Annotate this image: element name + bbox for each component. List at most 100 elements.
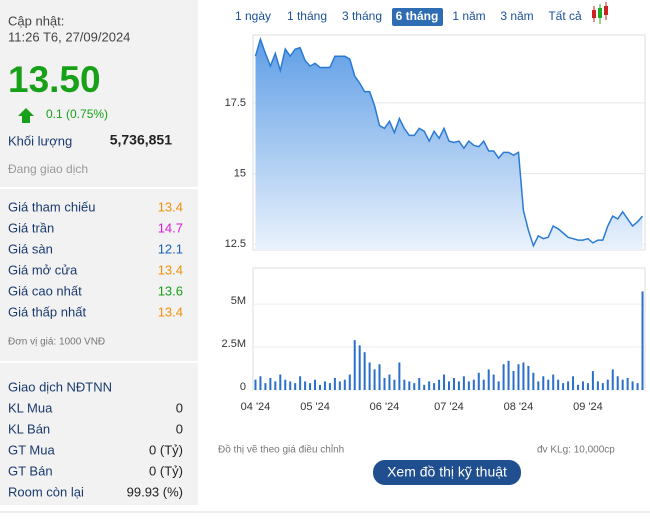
- range-tab[interactable]: 6 tháng: [392, 8, 443, 26]
- volume-bar: [572, 376, 575, 390]
- volume-bar: [418, 377, 421, 390]
- row-value: 0 (Tỷ): [149, 442, 183, 457]
- volume-bar: [358, 345, 361, 390]
- volume-bar: [552, 374, 555, 390]
- row-value: 0: [176, 400, 183, 415]
- button-bg: [373, 460, 521, 485]
- range-tab[interactable]: 3 tháng: [342, 9, 382, 23]
- volume-bar: [626, 377, 629, 390]
- volume-bar: [433, 383, 436, 390]
- updated-label: Cập nhật:: [8, 13, 64, 28]
- row-value: 13.6: [158, 283, 183, 298]
- volume-bar: [383, 377, 386, 390]
- range-tab[interactable]: 1 năm: [452, 9, 485, 23]
- volume-bar: [338, 381, 341, 390]
- volume-bar: [621, 379, 624, 390]
- volume-bar: [279, 374, 282, 390]
- footer-note: Đồ thị vẽ theo giá điều chỉnh: [218, 444, 344, 456]
- volume-bar: [259, 376, 262, 390]
- row-value: 13.4: [158, 262, 183, 277]
- row-label: Giá sàn: [8, 241, 53, 256]
- volume-bar: [448, 381, 450, 390]
- volume-bar: [577, 384, 580, 390]
- volume-bar: [601, 383, 604, 390]
- volume-bar: [487, 369, 490, 390]
- volume-plot-frame: [252, 267, 646, 391]
- volume-bar: [472, 379, 475, 390]
- updated-time: 11:26 T6, 27/09/2024: [8, 29, 130, 44]
- volume-bar: [328, 383, 331, 390]
- volume-bar: [636, 383, 639, 390]
- button-label: Xem đồ thị kỹ thuật: [387, 464, 507, 480]
- volume-bar: [562, 383, 565, 390]
- tab-label: 1 ngày: [235, 9, 271, 23]
- row-label: Giá tham chiếu: [8, 199, 95, 214]
- volume-bar: [423, 384, 426, 390]
- volume-bar: [586, 383, 589, 390]
- range-tab[interactable]: 1 tháng: [287, 9, 327, 23]
- volume-bar: [492, 374, 495, 390]
- volume-bar: [462, 376, 465, 390]
- volume-value: 5,736,851: [110, 132, 172, 148]
- row-label: Giá thấp nhất: [8, 304, 86, 319]
- volume-bar: [274, 381, 277, 390]
- price: 13.50: [8, 59, 101, 100]
- volume-label: Khối lượng: [8, 133, 72, 148]
- volume-bar: [611, 369, 614, 390]
- icon-body: [598, 8, 602, 18]
- x-tick-label: 05 '24: [300, 401, 330, 413]
- volume-bar: [596, 381, 599, 390]
- volume-bar: [343, 379, 346, 390]
- volume-bar: [443, 374, 446, 390]
- range-tab[interactable]: Tất cả: [548, 9, 582, 23]
- volume-bar: [591, 371, 594, 390]
- volume-bar: [537, 381, 540, 390]
- y-tick-label: 15: [234, 168, 246, 180]
- y-tick-label: 0: [240, 381, 246, 393]
- range-tab[interactable]: 3 năm: [500, 9, 533, 23]
- row-label: KL Bán: [8, 421, 50, 436]
- row-label: Giá trần: [8, 220, 54, 235]
- tab-label: 3 năm: [500, 9, 533, 23]
- footer-unit: đv KLg: 10,000cp: [537, 445, 615, 456]
- volume-bar: [299, 376, 302, 390]
- row-value: 14.7: [158, 220, 183, 235]
- volume-bar: [378, 364, 381, 390]
- volume-bar: [547, 379, 550, 390]
- volume-bar: [507, 360, 510, 390]
- side-panel: [0, 0, 198, 505]
- tab-label: 6 tháng: [396, 9, 439, 23]
- volume-bar: [284, 379, 287, 390]
- volume-bar: [457, 381, 460, 390]
- volume-bar: [502, 364, 505, 390]
- volume-bar: [333, 377, 336, 390]
- volume-bar: [606, 379, 609, 390]
- volume-bar: [467, 381, 470, 390]
- volume-bar: [318, 384, 321, 390]
- volume-bar: [309, 383, 312, 390]
- volume-bar: [428, 381, 431, 390]
- icon-body: [592, 10, 596, 18]
- volume-bar: [616, 376, 619, 390]
- y-tick-label: 2.5M: [222, 338, 246, 350]
- row-value: 13.4: [158, 304, 183, 319]
- x-tick-label: 04 '24: [241, 401, 271, 413]
- volume-bar: [413, 383, 416, 390]
- technical-chart-button[interactable]: Xem đồ thị kỹ thuật: [373, 460, 521, 485]
- volume-bar: [527, 365, 530, 390]
- range-tab[interactable]: 1 ngày: [235, 9, 271, 23]
- icon-body: [604, 6, 608, 15]
- volume-bar: [631, 381, 634, 390]
- row-value: 0: [176, 421, 183, 436]
- volume-bar: [294, 383, 297, 390]
- x-tick-label: 07 '24: [434, 401, 464, 413]
- volume-bar: [348, 374, 351, 390]
- x-tick-label: 09 '24: [573, 401, 603, 413]
- row-label: Room còn lại: [8, 484, 84, 499]
- volume-bar: [304, 381, 307, 390]
- volume-bar: [542, 376, 545, 390]
- candle-icon[interactable]: [592, 2, 608, 24]
- tab-bg: [392, 8, 443, 26]
- row-value: 12.1: [158, 241, 183, 256]
